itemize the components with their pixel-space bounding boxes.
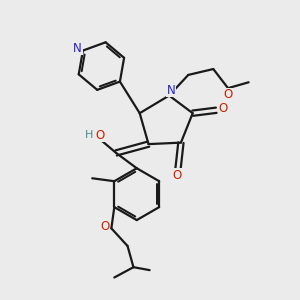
Text: O: O [95, 129, 105, 142]
Text: H: H [85, 130, 93, 140]
Text: N: N [73, 42, 82, 55]
Text: N: N [167, 84, 176, 97]
Text: O: O [218, 102, 227, 115]
Text: O: O [172, 169, 181, 182]
Text: O: O [100, 220, 110, 233]
Text: O: O [224, 88, 233, 101]
